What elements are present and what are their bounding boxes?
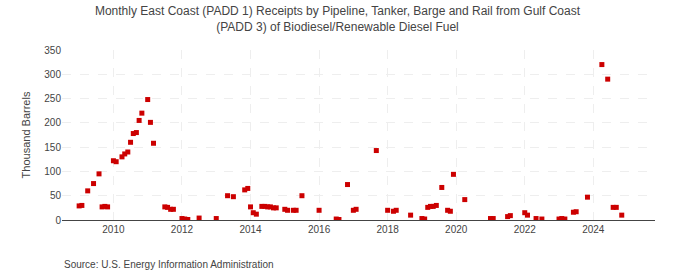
svg-text:2022: 2022 xyxy=(514,224,537,235)
svg-text:300: 300 xyxy=(44,69,61,80)
svg-text:200: 200 xyxy=(44,117,61,128)
svg-text:2016: 2016 xyxy=(308,224,331,235)
svg-text:2014: 2014 xyxy=(239,224,262,235)
svg-text:250: 250 xyxy=(44,93,61,104)
svg-text:2024: 2024 xyxy=(582,224,605,235)
svg-text:Monthly East Coast (PADD 1) Re: Monthly East Coast (PADD 1) Receipts by … xyxy=(95,4,581,34)
svg-text:2012: 2012 xyxy=(171,224,194,235)
svg-text:50: 50 xyxy=(50,190,62,201)
svg-text:2010: 2010 xyxy=(102,224,125,235)
svg-text:150: 150 xyxy=(44,142,61,153)
svg-text:Source: U.S. Energy Informatio: Source: U.S. Energy Information Administ… xyxy=(64,259,274,270)
svg-text:350: 350 xyxy=(44,45,61,56)
svg-text:100: 100 xyxy=(44,166,61,177)
svg-text:Thousand Barrels: Thousand Barrels xyxy=(20,91,32,178)
svg-text:0: 0 xyxy=(55,215,61,226)
svg-text:2018: 2018 xyxy=(377,224,400,235)
svg-text:2020: 2020 xyxy=(445,224,468,235)
